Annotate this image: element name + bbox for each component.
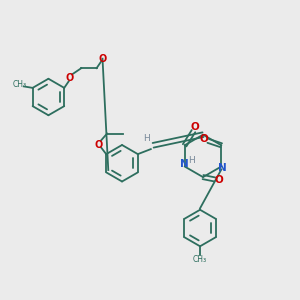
Text: O: O	[66, 74, 74, 83]
Text: N: N	[180, 159, 188, 169]
Text: H: H	[188, 155, 194, 164]
Text: O: O	[98, 54, 106, 64]
Text: CH₃: CH₃	[193, 255, 207, 264]
Text: N: N	[218, 163, 227, 173]
Text: O: O	[199, 134, 208, 144]
Text: CH₃: CH₃	[12, 80, 26, 89]
Text: O: O	[215, 175, 224, 185]
Text: O: O	[95, 140, 103, 150]
Text: O: O	[190, 122, 199, 132]
Text: H: H	[143, 134, 150, 143]
